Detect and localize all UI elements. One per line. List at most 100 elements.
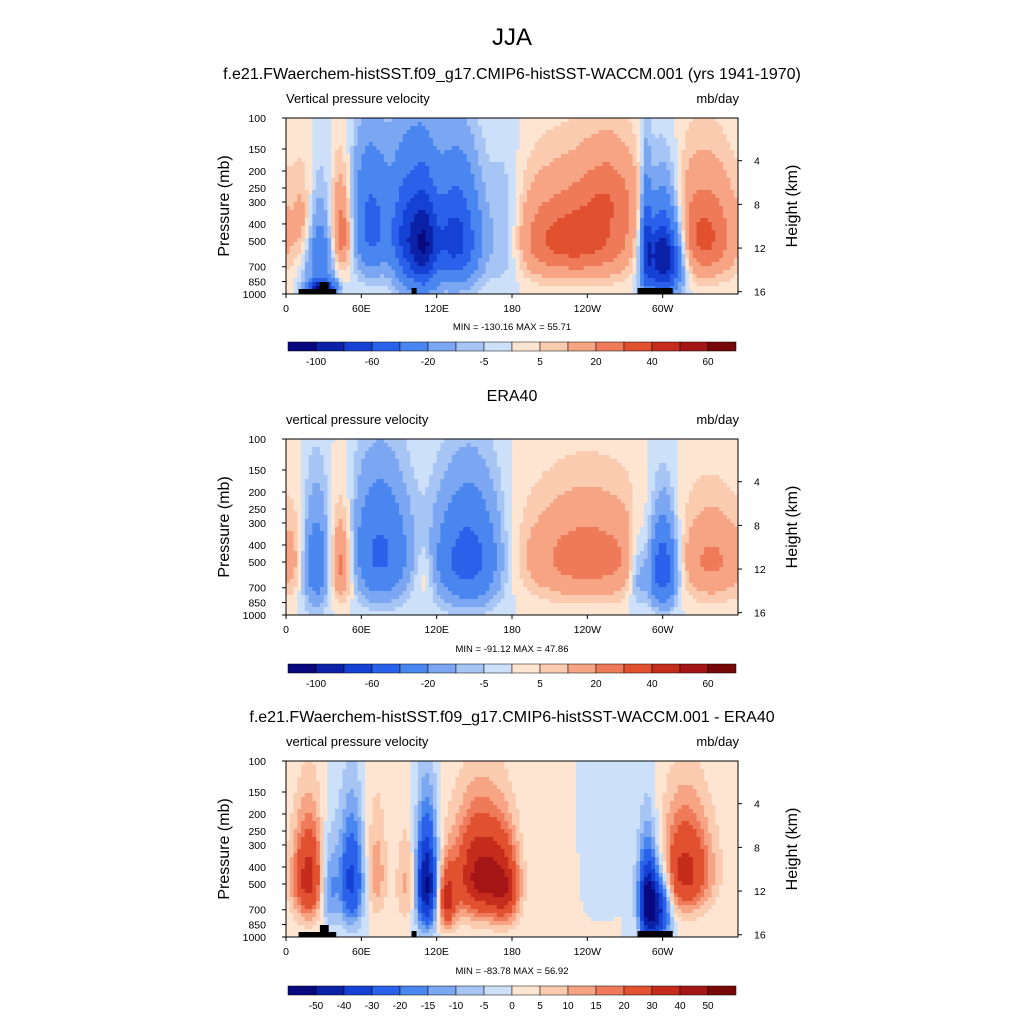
- field-cell: [346, 122, 351, 127]
- field-cell: [689, 170, 694, 175]
- field-cell: [534, 202, 539, 207]
- field-cell: [609, 246, 615, 251]
- field-cell: [527, 250, 532, 255]
- field-cell: [598, 174, 603, 179]
- field-cell: [715, 174, 720, 179]
- field-cell: [421, 218, 426, 223]
- field-cell: [625, 254, 630, 259]
- field-cell: [677, 230, 682, 235]
- field-cell: [542, 274, 547, 279]
- field-cell: [410, 238, 415, 243]
- field-cell: [447, 170, 453, 175]
- field-cell: [304, 230, 309, 235]
- field-cell: [372, 190, 377, 195]
- field-cell: [447, 198, 453, 203]
- field-cell: [512, 174, 517, 179]
- field-cell: [286, 142, 291, 147]
- field-cell: [730, 230, 735, 235]
- field-cell: [530, 178, 535, 183]
- field-cell: [598, 246, 603, 251]
- field-cell: [485, 130, 490, 135]
- field-cell: [421, 190, 426, 195]
- field-cell: [474, 162, 479, 167]
- field-cell: [681, 270, 686, 275]
- field-cell: [700, 190, 705, 195]
- field-cell: [421, 278, 426, 283]
- field-cell: [478, 158, 483, 163]
- field-cell: [425, 142, 430, 147]
- field-cell: [372, 254, 377, 259]
- field-cell: [444, 146, 449, 151]
- field-cell: [662, 278, 667, 283]
- field-cell: [444, 150, 449, 155]
- field-cell: [598, 274, 603, 279]
- field-cell: [316, 170, 321, 175]
- field-cell: [557, 218, 562, 223]
- field-cell: [670, 162, 675, 167]
- field-cell: [734, 210, 739, 215]
- field-cell: [598, 266, 603, 271]
- field-cell: [530, 270, 535, 275]
- field-cell: [545, 254, 551, 259]
- field-cell: [493, 242, 498, 247]
- field-cell: [579, 218, 584, 223]
- field-cell: [530, 218, 535, 223]
- field-cell: [406, 174, 411, 179]
- field-cell: [655, 122, 660, 127]
- field-cell: [470, 198, 475, 203]
- field-cell: [715, 122, 720, 127]
- field-cell: [365, 166, 370, 171]
- field-cell: [545, 130, 551, 135]
- field-cell: [376, 118, 381, 123]
- field-cell: [689, 166, 694, 171]
- field-cell: [455, 158, 460, 163]
- field-cell: [700, 138, 705, 143]
- field-cell: [677, 154, 682, 159]
- field-cell: [414, 198, 419, 203]
- field-cell: [353, 158, 358, 163]
- field-cell: [474, 242, 479, 247]
- field-cell: [440, 214, 445, 219]
- field-cell: [606, 126, 611, 131]
- field-cell: [609, 126, 615, 131]
- field-cell: [670, 262, 675, 267]
- field-cell: [286, 206, 291, 211]
- field-cell: [655, 250, 660, 255]
- field-cell: [357, 138, 362, 143]
- field-cell: [587, 126, 592, 131]
- field-cell: [421, 118, 426, 123]
- field-cell: [530, 266, 535, 271]
- field-cell: [399, 238, 404, 243]
- field-cell: [730, 146, 735, 151]
- field-cell: [478, 230, 483, 235]
- field-cell: [414, 138, 419, 143]
- field-cell: [500, 266, 505, 271]
- field-cell: [673, 210, 679, 215]
- field-cell: [406, 166, 411, 171]
- field-cell: [512, 190, 517, 195]
- field-cell: [545, 182, 551, 187]
- field-cell: [670, 254, 675, 259]
- field-cell: [545, 274, 551, 279]
- field-cell: [602, 254, 607, 259]
- field-cell: [515, 262, 520, 267]
- field-cell: [361, 150, 366, 155]
- field-cell: [297, 186, 302, 191]
- field-cell: [327, 238, 332, 243]
- field-cell: [557, 190, 562, 195]
- field-cell: [440, 146, 445, 151]
- field-cell: [534, 162, 539, 167]
- field-cell: [289, 162, 294, 167]
- field-cell: [704, 230, 709, 235]
- field-cell: [613, 122, 618, 127]
- field-cell: [711, 210, 716, 215]
- field-cell: [414, 170, 419, 175]
- field-cell: [368, 138, 374, 143]
- field-cell: [545, 262, 551, 267]
- field-cell: [489, 270, 494, 275]
- field-cell: [643, 182, 648, 187]
- field-cell: [719, 234, 724, 239]
- field-cell: [606, 250, 611, 255]
- field-cell: [342, 218, 347, 223]
- field-cell: [673, 250, 679, 255]
